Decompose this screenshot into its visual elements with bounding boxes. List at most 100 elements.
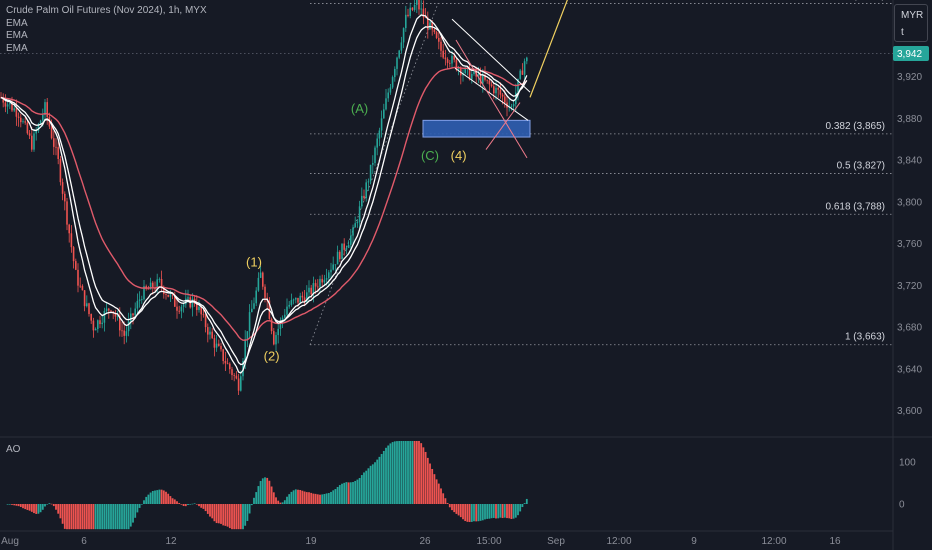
candle-body (178, 310, 180, 312)
candle-body (103, 310, 106, 323)
currency-unit-button[interactable]: MYR t (894, 4, 928, 42)
ao-bar (475, 504, 478, 522)
ao-bar (266, 477, 269, 504)
ao-bar (83, 504, 86, 530)
candle-body (504, 96, 506, 103)
ao-bar (52, 504, 55, 507)
candle-body (244, 339, 246, 361)
candle-body (165, 294, 167, 295)
candle-body (119, 315, 121, 331)
candle-body (147, 288, 150, 290)
candle-body (22, 121, 24, 123)
candle-body (152, 282, 154, 289)
wave-label: (C) (421, 148, 439, 163)
candle-body (330, 269, 332, 273)
candle-body (90, 314, 92, 321)
ao-bar (459, 504, 462, 518)
ao-bar (50, 503, 53, 505)
ema-legend-1[interactable]: EMA (6, 17, 28, 29)
ao-bar (68, 504, 71, 530)
candle-body (270, 318, 273, 332)
candle-body (44, 102, 46, 115)
ao-bar (107, 504, 110, 530)
candle-body (15, 108, 18, 117)
ao-bar (198, 504, 200, 507)
ema-slow-line (0, 66, 528, 341)
ao-bar (129, 504, 132, 527)
candle-body (39, 120, 42, 125)
ao-bar (503, 504, 506, 518)
candle-body (222, 349, 224, 362)
price-tick-label: 3,800 (897, 197, 922, 208)
fib-level-label: 0.382 (3,865) (826, 121, 886, 132)
ao-bar (143, 500, 145, 504)
candle-body (479, 74, 482, 84)
candle-body (211, 331, 213, 339)
ao-legend[interactable]: AO (6, 444, 21, 455)
ao-bar (453, 504, 456, 513)
candle-body (218, 343, 220, 346)
candle-body (416, 0, 418, 5)
ao-bar (171, 498, 174, 504)
candle-body (325, 278, 328, 280)
ao-bar (446, 503, 449, 504)
symbol-title[interactable]: Crude Palm Oil Futures (Nov 2024), 1h, M… (6, 5, 207, 16)
ao-bar (167, 493, 170, 504)
candle-body (453, 55, 455, 60)
ao-bar (279, 502, 282, 504)
ao-bar (343, 482, 346, 504)
candle-body (497, 87, 499, 90)
candle-body (235, 375, 238, 379)
candle-body (237, 378, 240, 391)
ao-bar (19, 504, 22, 507)
ao-bar (145, 496, 148, 504)
fib-level-label: 0.618 (3,788) (826, 201, 886, 212)
candle-body (484, 74, 486, 80)
ao-bar (226, 504, 229, 527)
candle-body (519, 70, 521, 79)
candle-body (405, 14, 407, 29)
ao-bar (195, 504, 198, 505)
ao-bar (327, 493, 330, 504)
ao-bar (378, 456, 381, 504)
ao-bar (37, 504, 40, 514)
candle-body (464, 67, 466, 74)
ao-bar (422, 447, 425, 504)
time-tick-label: 9 (691, 536, 697, 547)
ema-legend-3[interactable]: EMA (6, 42, 28, 54)
candle-body (444, 57, 447, 60)
ao-bar (389, 443, 392, 504)
candle-body (372, 162, 374, 165)
ao-bar (426, 457, 429, 504)
ao-bar (99, 504, 101, 530)
candle-body (198, 306, 200, 311)
candle-body (42, 114, 44, 121)
candle-body (229, 363, 231, 370)
candle-body (116, 315, 119, 317)
target-zone-box (422, 119, 531, 138)
candle-body (427, 17, 429, 30)
time-tick-label: Sep (547, 536, 565, 547)
candle-body (446, 59, 449, 63)
ao-bar (290, 491, 293, 504)
candle-body (398, 50, 400, 58)
chart-legend: Crude Palm Oil Futures (Nov 2024), 1h, M… (6, 5, 207, 55)
ao-bar (292, 490, 295, 504)
candle-body (83, 290, 86, 307)
ao-bar (211, 504, 214, 519)
ao-bar (6, 504, 9, 505)
candle-body (299, 295, 301, 303)
ao-bar (319, 494, 321, 504)
ao-bar (63, 504, 66, 529)
ema-legend-2[interactable]: EMA (6, 30, 28, 41)
candle-body (123, 330, 125, 336)
candle-body (409, 7, 411, 16)
candle-body (182, 304, 185, 307)
time-tick-label: 12 (165, 536, 177, 547)
ao-bar (297, 489, 299, 504)
candle-body (132, 313, 134, 316)
ao-bar (521, 504, 524, 508)
candle-body (233, 375, 235, 376)
candle-body (308, 287, 310, 293)
